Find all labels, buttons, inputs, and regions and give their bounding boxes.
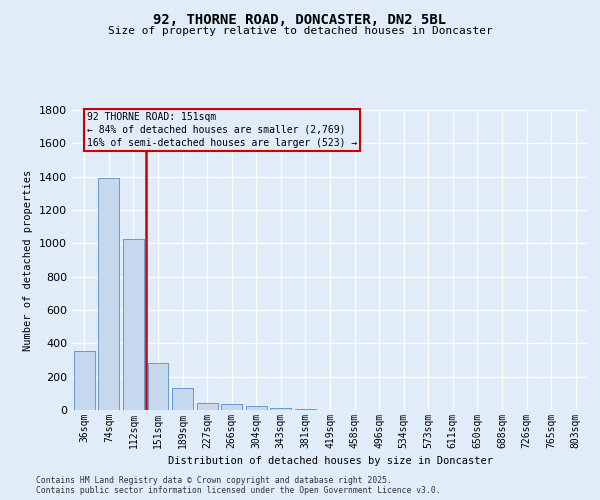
Bar: [246, 406, 267, 410]
Y-axis label: Number of detached properties: Number of detached properties: [23, 170, 34, 350]
Text: Contains HM Land Registry data © Crown copyright and database right 2025.
Contai: Contains HM Land Registry data © Crown c…: [36, 476, 440, 495]
Bar: [98, 178, 119, 410]
Bar: [271, 408, 292, 410]
X-axis label: Distribution of detached houses by size in Doncaster: Distribution of detached houses by size …: [167, 456, 493, 466]
Text: Size of property relative to detached houses in Doncaster: Size of property relative to detached ho…: [107, 26, 493, 36]
Text: 92, THORNE ROAD, DONCASTER, DN2 5BL: 92, THORNE ROAD, DONCASTER, DN2 5BL: [154, 12, 446, 26]
Bar: [221, 404, 242, 410]
Bar: [123, 239, 144, 410]
Bar: [197, 402, 218, 410]
Bar: [74, 351, 95, 410]
Text: 92 THORNE ROAD: 151sqm
← 84% of detached houses are smaller (2,769)
16% of semi-: 92 THORNE ROAD: 151sqm ← 84% of detached…: [87, 112, 357, 148]
Bar: [172, 388, 193, 410]
Bar: [148, 362, 169, 410]
Bar: [295, 409, 316, 410]
